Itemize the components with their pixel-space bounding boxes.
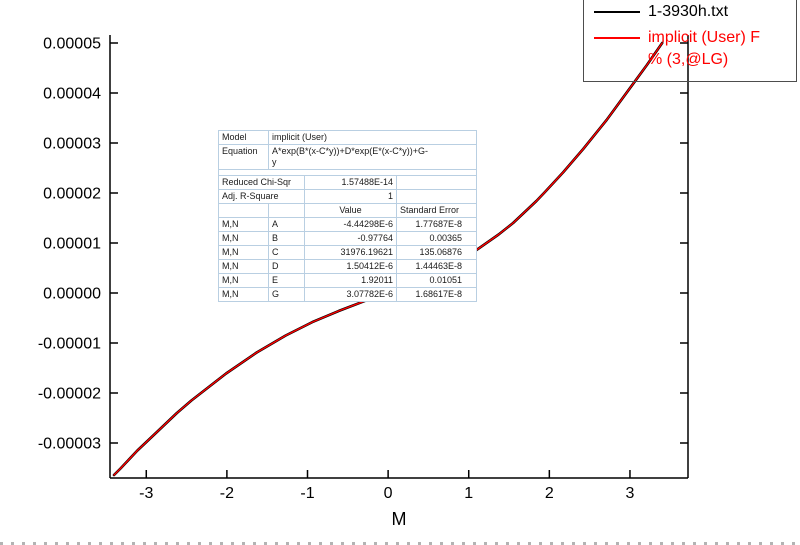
- empty-header: [218, 203, 269, 218]
- equation-value: A*exp(B*(x-C*y))+D*exp(E*(x-C*y))+G-y: [268, 144, 477, 170]
- stat-label: Reduced Chi-Sqr: [218, 175, 305, 190]
- param-name: G: [268, 287, 305, 302]
- y-tick-label: -0.00002: [38, 386, 101, 403]
- legend-item-fit: implicit (User) F: [594, 25, 790, 51]
- y-tick-label: -0.00001: [38, 336, 101, 353]
- param-group: M,N: [218, 273, 269, 288]
- y-tick-label: 0.00004: [43, 86, 101, 103]
- equation-label: Equation: [218, 144, 269, 170]
- param-std-error: 1.77687E-8: [396, 217, 477, 232]
- model-label: Model: [218, 130, 269, 145]
- empty-header: [268, 203, 305, 218]
- x-tick-label: 1: [464, 485, 473, 502]
- legend-label-fit-2: % (3,@LG): [648, 51, 729, 68]
- param-std-error: 1.68617E-8: [396, 287, 477, 302]
- bottom-tick-strip: [0, 542, 800, 545]
- param-name: B: [268, 231, 305, 246]
- value-column-header: Value: [304, 203, 397, 218]
- y-tick-label: 0.00003: [43, 136, 101, 153]
- param-group: M,N: [218, 287, 269, 302]
- param-std-error: 0.01051: [396, 273, 477, 288]
- param-value: 31976.19621: [304, 245, 397, 260]
- param-value: -0.97764: [304, 231, 397, 246]
- param-std-error: 135.06876: [396, 245, 477, 260]
- x-tick-label: -1: [300, 485, 314, 502]
- y-tick-label: 0.00000: [43, 286, 101, 303]
- x-tick-label: -2: [220, 485, 234, 502]
- legend[interactable]: 1-3930h.txt implicit (User) F % (3,@LG): [583, 0, 797, 82]
- x-axis-title: M: [391, 509, 407, 529]
- legend-item-fit-line2: % (3,@LG): [594, 51, 790, 73]
- y-tick-label: -0.00003: [38, 436, 101, 453]
- stat-label: Adj. R-Square: [218, 189, 305, 204]
- param-name: D: [268, 259, 305, 274]
- data-line-sample-icon: [594, 11, 640, 13]
- param-value: 3.07782E-6: [304, 287, 397, 302]
- param-name: E: [268, 273, 305, 288]
- y-tick-label: 0.00002: [43, 186, 101, 203]
- param-value: -4.44298E-6: [304, 217, 397, 232]
- x-tick-label: 0: [384, 485, 393, 502]
- empty-cell: [396, 189, 477, 204]
- empty-cell: [396, 175, 477, 190]
- param-std-error: 1.44463E-8: [396, 259, 477, 274]
- stat-value: 1.57488E-14: [304, 175, 397, 190]
- param-value: 1.92011: [304, 273, 397, 288]
- param-group: M,N: [218, 217, 269, 232]
- stat-value: 1: [304, 189, 397, 204]
- x-tick-label: 3: [626, 485, 635, 502]
- param-name: A: [268, 217, 305, 232]
- param-group: M,N: [218, 245, 269, 260]
- fit-results-table[interactable]: Model implicit (User) Equation A*exp(B*(x-C…: [218, 130, 477, 302]
- legend-item-data: 1-3930h.txt: [594, 0, 790, 25]
- param-value: 1.50412E-6: [304, 259, 397, 274]
- legend-label-data: 1-3930h.txt: [648, 2, 729, 20]
- param-std-error: 0.00365: [396, 231, 477, 246]
- param-group: M,N: [218, 259, 269, 274]
- y-tick-label: 0.00001: [43, 236, 101, 253]
- fit-line-sample-icon: [594, 37, 640, 39]
- legend-label-fit: implicit (User) F: [648, 28, 760, 46]
- param-name: C: [268, 245, 305, 260]
- x-tick-label: -3: [139, 485, 153, 502]
- param-group: M,N: [218, 231, 269, 246]
- y-tick-label: 0.00005: [43, 36, 101, 53]
- std-error-column-header: Standard Error: [396, 203, 477, 218]
- x-tick-label: 2: [545, 485, 554, 502]
- model-value: implicit (User): [268, 130, 477, 145]
